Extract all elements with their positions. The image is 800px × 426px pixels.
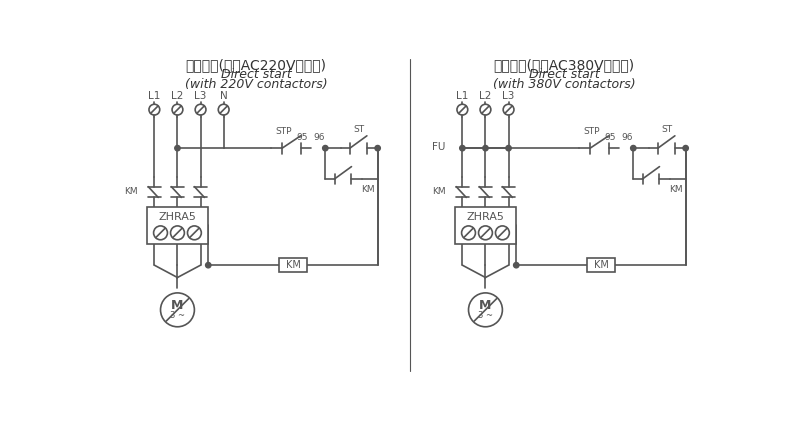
Text: (with 380V contactors): (with 380V contactors) (493, 78, 635, 91)
Text: Direct start: Direct start (221, 69, 291, 81)
Circle shape (206, 262, 211, 268)
Text: KM: KM (432, 187, 446, 196)
Text: KM: KM (594, 260, 608, 270)
Circle shape (460, 145, 465, 151)
Circle shape (174, 145, 180, 151)
Text: KM: KM (670, 185, 683, 194)
Circle shape (482, 145, 488, 151)
Text: 95: 95 (605, 133, 616, 142)
Text: KM: KM (124, 187, 138, 196)
Text: ST: ST (354, 125, 365, 134)
Circle shape (630, 145, 636, 151)
Bar (454, 207, 516, 244)
Text: M: M (171, 299, 184, 313)
Circle shape (322, 145, 328, 151)
Text: 96: 96 (622, 133, 633, 142)
Text: L2: L2 (479, 91, 492, 101)
Circle shape (506, 145, 511, 151)
Text: L3: L3 (502, 91, 514, 101)
Text: L1: L1 (148, 91, 161, 101)
Text: L1: L1 (456, 91, 469, 101)
Circle shape (375, 145, 380, 151)
Text: 96: 96 (314, 133, 325, 142)
Text: STP: STP (583, 127, 600, 136)
Text: (with 220V contactors): (with 220V contactors) (185, 78, 327, 91)
Text: 3 ~: 3 ~ (170, 311, 185, 320)
Text: ST: ST (662, 125, 673, 134)
Text: 直接启动(配合AC220V接触器): 直接启动(配合AC220V接触器) (186, 58, 326, 72)
Circle shape (514, 262, 519, 268)
Text: ZHRA5: ZHRA5 (158, 213, 196, 222)
Text: 直接启动(配合AC380V接触器): 直接启动(配合AC380V接触器) (494, 58, 634, 72)
Text: ZHRA5: ZHRA5 (466, 213, 504, 222)
Text: Direct start: Direct start (529, 69, 599, 81)
Text: KM: KM (362, 185, 375, 194)
Text: 3 ~: 3 ~ (478, 311, 493, 320)
Bar (587, 258, 615, 272)
Text: N: N (220, 91, 227, 101)
Bar (146, 207, 208, 244)
Text: 95: 95 (297, 133, 308, 142)
Text: M: M (479, 299, 492, 313)
Text: L2: L2 (171, 91, 184, 101)
Bar (279, 258, 307, 272)
Text: STP: STP (275, 127, 292, 136)
Text: FU: FU (432, 141, 446, 152)
Circle shape (683, 145, 688, 151)
Text: L3: L3 (194, 91, 206, 101)
Text: KM: KM (286, 260, 300, 270)
